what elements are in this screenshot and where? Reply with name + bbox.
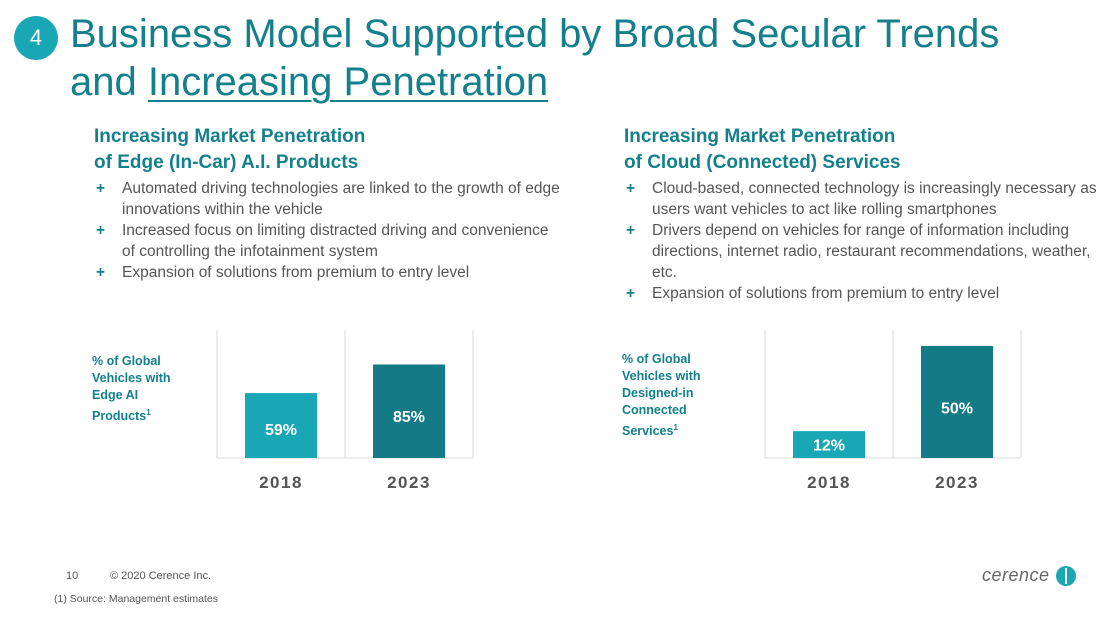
edge-ai-value-label: 59% (265, 422, 297, 439)
section-number-badge: 4 (14, 16, 58, 60)
page-title: Business Model Supported by Broad Secula… (70, 10, 999, 106)
bullet-item: + Automated driving technologies are link… (94, 178, 564, 220)
bullet-item: + Expansion of solutions from premium to … (94, 262, 564, 283)
chart-label-line: Edge AI (92, 388, 139, 402)
title-line-2-prefix: and (70, 60, 148, 104)
chart-label-line: % of Global (92, 354, 161, 368)
cloud-heading-line-1: Increasing Market Penetration (624, 126, 896, 147)
edge-ai-heading-line-2: of Edge (In-Car) A.I. Products (94, 152, 359, 173)
cloud-services-heading: Increasing Market Penetration of Cloud (… (624, 124, 1104, 176)
source-footnote: (1) Source: Management estimates (54, 593, 218, 605)
edge-ai-category-label: 2018 (259, 473, 303, 492)
edge-ai-bullet-list: + Automated driving technologies are link… (94, 178, 564, 283)
page-number: 10 (66, 570, 79, 582)
edge-ai-heading-line-1: Increasing Market Penetration (94, 126, 366, 147)
logo-wordmark: cerence (982, 565, 1050, 585)
chart-label-line: Vehicles with (92, 371, 171, 385)
plus-icon: + (96, 222, 106, 239)
bullet-item: + Increased focus on limiting distracted … (94, 220, 564, 262)
chart-label-line: % of Global (622, 352, 691, 366)
bullet-text: Automated driving technologies are linke… (122, 180, 560, 218)
chart-label-line: Services (622, 424, 674, 439)
footnote-marker: 1 (673, 423, 678, 432)
edge-ai-bar-2023 (373, 364, 445, 458)
cloud-services-section: Increasing Market Penetration of Cloud (… (624, 124, 1104, 304)
cloud-value-label: 12% (813, 438, 845, 455)
chart-label-line: Designed-in (622, 386, 694, 400)
cerence-logo: cerence (982, 565, 1076, 586)
edge-ai-chart-label: % of Global Vehicles with Edge AI Produc… (92, 353, 171, 425)
bullet-text: Increased focus on limiting distracted d… (122, 222, 549, 260)
chart-label-line: Connected (622, 403, 687, 417)
cloud-category-label: 2018 (807, 473, 851, 492)
bullet-item: + Cloud-based, connected technology is in… (624, 178, 1104, 220)
title-line-2-underlined: Increasing Penetration (147, 60, 549, 104)
edge-ai-value-label: 85% (393, 409, 425, 426)
cloud-category-label: 2023 (935, 473, 979, 492)
plus-icon: + (626, 222, 636, 239)
bullet-item: + Drivers depend on vehicles for range of… (624, 220, 1104, 283)
cerence-logo-icon (1055, 565, 1076, 586)
edge-ai-section: Increasing Market Penetration of Edge (I… (94, 124, 564, 283)
cloud-bar-2018 (793, 431, 865, 458)
copyright: © 2020 Cerence Inc. (110, 570, 212, 582)
cloud-heading-line-2: of Cloud (Connected) Services (624, 152, 901, 173)
edge-ai-heading: Increasing Market Penetration of Edge (I… (94, 124, 564, 176)
bullet-text: Cloud-based, connected technology is inc… (652, 180, 1097, 218)
chart-label-line: Vehicles with (622, 369, 701, 383)
footnote-marker: 1 (146, 408, 151, 417)
cloud-services-bullet-list: + Cloud-based, connected technology is in… (624, 178, 1104, 304)
plus-icon: + (626, 180, 636, 197)
edge-ai-category-label: 2023 (387, 473, 431, 492)
bullet-text: Drivers depend on vehicles for range of … (652, 222, 1091, 281)
plus-icon: + (96, 180, 106, 197)
cloud-bar-2023 (921, 346, 993, 458)
edge-ai-bar-chart: 59% 2018 85% 2023 (216, 330, 474, 492)
bullet-text: Expansion of solutions from premium to e… (122, 264, 470, 281)
chart-label-line: Products (92, 409, 147, 424)
bullet-item: + Expansion of solutions from premium to … (624, 283, 1104, 304)
bullet-text: Expansion of solutions from premium to e… (652, 285, 1000, 302)
edge-ai-bar-2018 (245, 393, 317, 458)
cloud-services-bar-chart: 12% 2018 50% 2023 (764, 330, 1022, 492)
plus-icon: + (626, 285, 636, 302)
plus-icon: + (96, 264, 106, 281)
cloud-chart-label: % of Global Vehicles with Designed-in Co… (622, 351, 701, 440)
title-line-1: Business Model Supported by Broad Secula… (70, 12, 1000, 56)
cloud-value-label: 50% (941, 401, 973, 418)
